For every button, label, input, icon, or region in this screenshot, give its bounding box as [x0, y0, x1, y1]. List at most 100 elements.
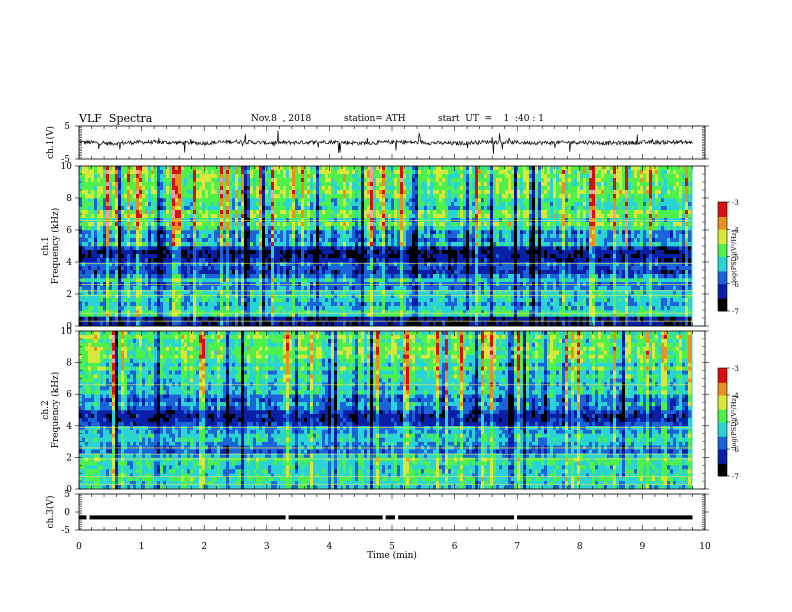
ch1-spectrogram-cell	[202, 313, 206, 317]
ch1-spectrogram-cell	[106, 306, 110, 311]
ch1-spectrogram-cell	[250, 321, 254, 327]
ch1-spectrogram-cell	[643, 262, 647, 267]
ch1-spectrogram-cell	[499, 290, 503, 295]
ch1-spectrogram-cell	[625, 278, 629, 283]
ch1-spectrogram-cell	[439, 230, 443, 235]
ch1-spectrogram-cell	[184, 242, 188, 247]
ch1-spectrogram-cell	[676, 310, 680, 314]
ch1-spectrogram-cell	[493, 258, 497, 263]
ch1-spectrogram-cell	[226, 290, 230, 295]
ch1-spectrogram-cell	[304, 290, 308, 295]
ch1-spectrogram-cell	[553, 246, 557, 251]
ch1-spectrogram-cell	[388, 270, 392, 275]
ch1-spectrogram-cell	[151, 302, 155, 307]
ch1-spectrogram-cell	[610, 321, 614, 327]
ch1-spectrogram-cell	[433, 258, 437, 263]
ch1-spectrogram-cell	[286, 274, 290, 279]
ch1-spectrogram-cell	[598, 298, 602, 303]
ch1-spectrogram-cell	[673, 262, 677, 267]
ch1-spectrogram-cell	[307, 234, 311, 239]
ch1-spectrogram-cell	[112, 321, 116, 327]
ch1-spectrogram-cell	[448, 316, 452, 322]
ch1-spectrogram-cell	[379, 262, 383, 267]
ch1-spectrogram-cell	[511, 302, 515, 307]
ch1-spectrogram-cell	[463, 306, 467, 311]
ch1-spectrogram-cell	[355, 246, 359, 251]
ch1-spectrogram-cell	[181, 266, 185, 271]
ch1-spectrogram-cell	[646, 238, 650, 243]
ch1-spectrogram-cell	[400, 294, 404, 299]
ch1-spectrogram-cell	[583, 286, 587, 291]
ch1-spectrogram-cell	[493, 230, 497, 235]
ch1-spectrogram-cell	[310, 250, 314, 255]
ch1-spectrogram-cell	[607, 238, 611, 243]
ch1-spectrogram-cell	[295, 238, 299, 243]
ch1-spectrogram-cell	[340, 302, 344, 307]
ch1-spectrogram-cell	[439, 302, 443, 307]
ch1-spectrogram-cell	[538, 266, 542, 271]
ch1-spectrogram-cell	[130, 266, 134, 271]
ch1-spectrogram-cell	[94, 254, 98, 259]
ch1-spectrogram-cell	[259, 246, 263, 251]
ch1-spectrogram-cell	[589, 310, 593, 314]
ch1-spectrogram-cell	[529, 321, 533, 327]
ch1-spectrogram-cell	[349, 238, 353, 243]
ch1-spectrogram-cell	[358, 286, 362, 291]
ch1-spectrogram-cell	[295, 274, 299, 279]
ch1-spectrogram-cell	[469, 316, 473, 322]
ch1-spectrogram-cell	[676, 286, 680, 291]
ch1-spectrogram-cell	[364, 302, 368, 307]
ch1-spectrogram-cell	[667, 310, 671, 314]
ch1-spectrogram-cell	[166, 230, 170, 235]
ch1-spectrogram-cell	[157, 230, 161, 235]
ch1-spectrogram-cell	[319, 258, 323, 263]
ch1-spectrogram-cell	[160, 230, 164, 235]
ch1-spectrogram-cell	[214, 258, 218, 263]
ch1-spectrogram-cell	[538, 321, 542, 327]
ch1-spectrogram-cell	[595, 278, 599, 283]
ch1-spectrogram-cell	[310, 266, 314, 271]
ch1-spectrogram-cell	[127, 290, 131, 295]
ch1-spectrogram-cell	[667, 290, 671, 295]
ch1-spectrogram-cell	[580, 290, 584, 295]
ch1-spectrogram-cell	[445, 298, 449, 303]
ch1-spectrogram-cell	[388, 302, 392, 307]
ch1-spectrogram-cell	[598, 278, 602, 283]
ch1-spectrogram-cell	[211, 306, 215, 311]
ch1-spectrogram-cell	[676, 234, 680, 239]
ch1-spectrogram-cell	[127, 266, 131, 271]
ch1-spectrogram-cell	[412, 270, 416, 275]
ch1-spectrogram-cell	[667, 230, 671, 235]
ch1-spectrogram-cell	[286, 316, 290, 322]
ch1-spectrogram-cell	[421, 302, 425, 307]
ch1-spectrogram-cell	[499, 306, 503, 311]
ch1-spectrogram-cell	[634, 316, 638, 322]
ch1-spectrogram-cell	[430, 321, 434, 327]
ch1-spectrogram-cell	[568, 298, 572, 303]
ch1-spectrogram-cell	[403, 242, 407, 247]
ch1-spectrogram-cell	[364, 246, 368, 251]
ch1-spectrogram-cell	[277, 246, 281, 251]
ch1-spectrogram-cell	[244, 294, 248, 299]
ch1-spectrogram-cell	[526, 250, 530, 255]
ch1-spectrogram-cell	[673, 254, 677, 259]
ch1-spectrogram-cell	[382, 294, 386, 299]
ch1-spectrogram-cell	[181, 278, 185, 283]
ch1-spectrogram-cell	[223, 290, 227, 295]
ch1-spectrogram-cell	[307, 302, 311, 307]
ch1-spectrogram-cell	[355, 306, 359, 311]
ch1-spectrogram-cell	[145, 250, 149, 255]
ch1-spectrogram-cell	[484, 302, 488, 307]
ch1-spectrogram-cell	[481, 238, 485, 243]
ch1-spectrogram-cell	[238, 286, 242, 291]
ch1-spectrogram-cell	[265, 230, 269, 235]
ch1-spectrogram-cell	[448, 321, 452, 327]
ch1-spectrogram-cell	[589, 274, 593, 279]
ch1-spectrogram-cell	[472, 306, 476, 311]
ch1-spectrogram-cell	[520, 302, 524, 307]
ch1-spectrogram-cell	[154, 306, 158, 311]
ch1-spectrogram-cell	[349, 234, 353, 239]
ch1-spectrogram-cell	[616, 286, 620, 291]
ch1-spectrogram-cell	[343, 270, 347, 275]
ch1-spectrogram-cell	[430, 274, 434, 279]
